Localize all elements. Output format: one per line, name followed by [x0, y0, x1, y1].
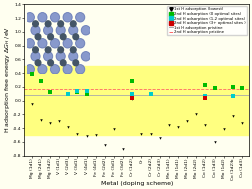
Bar [24, 66, 249, 135]
X-axis label: Metal (doping scheme): Metal (doping scheme) [101, 181, 173, 186]
Y-axis label: H adsorption free energy $\Delta G_H$ /eV: H adsorption free energy $\Delta G_H$ /e… [3, 26, 12, 133]
Legend: 1st H adsorption (lowest), 2nd H adsorption (0 optimal sites), 2nd H adsorption : 1st H adsorption (lowest), 2nd H adsorpt… [167, 6, 247, 36]
